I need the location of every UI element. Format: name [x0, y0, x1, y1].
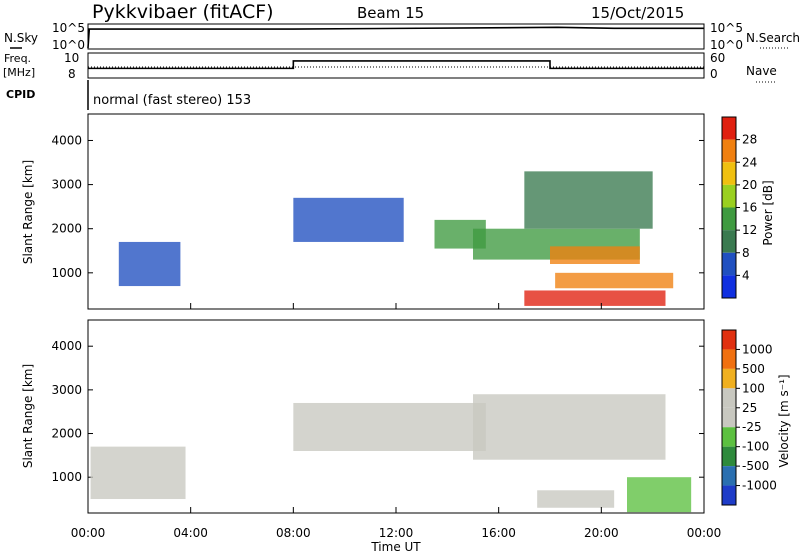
sky-noise-line: [87, 26, 704, 49]
power-colorbar: 4 8 12 16 20 24 28: [721, 116, 757, 299]
power-colorbar-swatch: [722, 184, 736, 208]
power-colorbar-label: 24: [742, 155, 757, 169]
power-echo-region-1: [118, 241, 181, 287]
velocity-ytick-label: 1000: [51, 470, 82, 484]
power-colorbar-label: 8: [742, 246, 750, 260]
velocity-ylabel: Slant Range [km]: [21, 364, 35, 468]
power-colorbar-swatch: [722, 162, 736, 185]
power-colorbar-swatch: [722, 139, 736, 163]
velocity-colorbar-swatch: [722, 446, 736, 467]
power-colorbar-swatch: [722, 275, 736, 298]
sky-left-tick-bottom: 10^0: [52, 38, 85, 52]
power-colorbar-label: 16: [742, 201, 757, 215]
velocity-echo-region-4: [537, 490, 615, 508]
beam-title: Beam 15: [357, 4, 424, 22]
power-colorbar-swatch: [722, 207, 736, 231]
sky-left-tick-top: 10^5: [52, 21, 85, 35]
x-tick-label: 00:00: [71, 526, 106, 540]
velocity-colorbar-label: 100: [742, 381, 765, 395]
x-tick-label: 04:00: [173, 526, 208, 540]
power-ylabel: Slant Range [km]: [21, 160, 35, 264]
power-ytick-label: 3000: [51, 178, 82, 192]
x-tick-label: 16:00: [481, 526, 516, 540]
power-colorbar-swatch: [722, 230, 736, 253]
power-yticks: 1000 2000 3000 4000: [51, 133, 704, 280]
power-ytick-label: 2000: [51, 222, 82, 236]
velocity-yticks: 1000 2000 3000 4000: [51, 339, 704, 484]
velocity-ytick-label: 4000: [51, 339, 82, 353]
velocity-colorbar-swatch: [722, 485, 736, 505]
power-ytick-label: 4000: [51, 133, 82, 147]
velocity-ytick-label: 3000: [51, 383, 82, 397]
velocity-echo-region-3: [473, 394, 666, 460]
freq-left-label-2: [MHz]: [3, 66, 35, 79]
power-colorbar-label: 28: [742, 133, 757, 147]
sky-left-label: N.Sky: [4, 31, 38, 45]
power-echo-region-2: [293, 197, 404, 242]
power-colorbar-label: 20: [742, 178, 757, 192]
velocity-echo-region-2: [293, 402, 486, 451]
sky-right-tick-top: 10^5: [710, 21, 743, 35]
power-ytick-label: 1000: [51, 266, 82, 280]
velocity-marks: [90, 394, 692, 513]
x-tick-label: 20:00: [584, 526, 619, 540]
power-echo-region-5: [550, 246, 640, 264]
power-marks: [118, 171, 674, 306]
frequency-line: [88, 60, 704, 70]
station-title: Pykkvibaer (fitACF): [92, 1, 274, 23]
freq-right-label: Nave: [746, 64, 777, 78]
velocity-colorbar-swatch: [722, 330, 736, 350]
date-title: 15/Oct/2015: [591, 4, 684, 22]
power-colorbar-swatch: [722, 252, 736, 276]
freq-left-label-1: Freq.: [4, 52, 31, 65]
power-echo-region-7: [524, 290, 666, 306]
velocity-colorbar-swatch: [722, 427, 736, 447]
power-colorbar-label: Power [dB]: [761, 180, 775, 245]
freq-left-tick-bottom: 8: [68, 67, 76, 81]
power-echo-region-6: [555, 272, 674, 289]
x-axis-ticks: 00:00 04:00 08:00 12:00 16:00 20:00 00:00: [71, 303, 722, 540]
velocity-colorbar-label: Velocity [m s⁻¹]: [777, 374, 791, 467]
velocity-colorbar-label: 1000: [742, 342, 773, 356]
sky-right-tick-bottom: 10^0: [710, 38, 743, 52]
power-echo-region-8: [524, 171, 653, 229]
velocity-colorbar-label: 25: [742, 401, 757, 415]
x-tick-label: 12:00: [379, 526, 414, 540]
velocity-colorbar-label: -100: [742, 440, 769, 454]
velocity-colorbar-swatch: [722, 349, 736, 369]
velocity-colorbar-swatch: [722, 407, 736, 428]
freq-panel-frame: [87, 52, 705, 79]
freq-right-tick-bottom: 0: [710, 67, 718, 81]
velocity-colorbar-label: -500: [742, 459, 769, 473]
velocity-colorbar-label: -1000: [742, 479, 777, 493]
velocity-colorbar-swatch: [722, 388, 736, 408]
x-tick-label: 00:00: [687, 526, 722, 540]
x-tick-label: 08:00: [276, 526, 311, 540]
power-colorbar-label: 12: [742, 223, 757, 237]
cpid-value: normal (fast stereo) 153: [93, 93, 251, 108]
cpid-label: CPID: [6, 88, 35, 101]
freq-left-tick-top: 10: [64, 51, 79, 65]
freq-right-tick-top: 60: [710, 51, 725, 65]
velocity-echo-region-5: [627, 477, 692, 513]
velocity-colorbar-swatch: [722, 368, 736, 389]
velocity-colorbar: 1000 500 100 25 -25 -100 -500 -1000: [721, 329, 777, 506]
sky-right-label: N.Search: [746, 31, 800, 45]
velocity-colorbar-label: 500: [742, 362, 765, 376]
power-colorbar-label: 4: [742, 268, 750, 282]
velocity-colorbar-swatch: [722, 466, 736, 486]
velocity-colorbar-frame: [721, 329, 737, 506]
velocity-ytick-label: 2000: [51, 427, 82, 441]
power-colorbar-swatch: [722, 117, 736, 140]
x-axis-label: Time UT: [370, 540, 421, 554]
velocity-colorbar-label: -25: [742, 420, 762, 434]
velocity-echo-region-1: [90, 446, 186, 500]
